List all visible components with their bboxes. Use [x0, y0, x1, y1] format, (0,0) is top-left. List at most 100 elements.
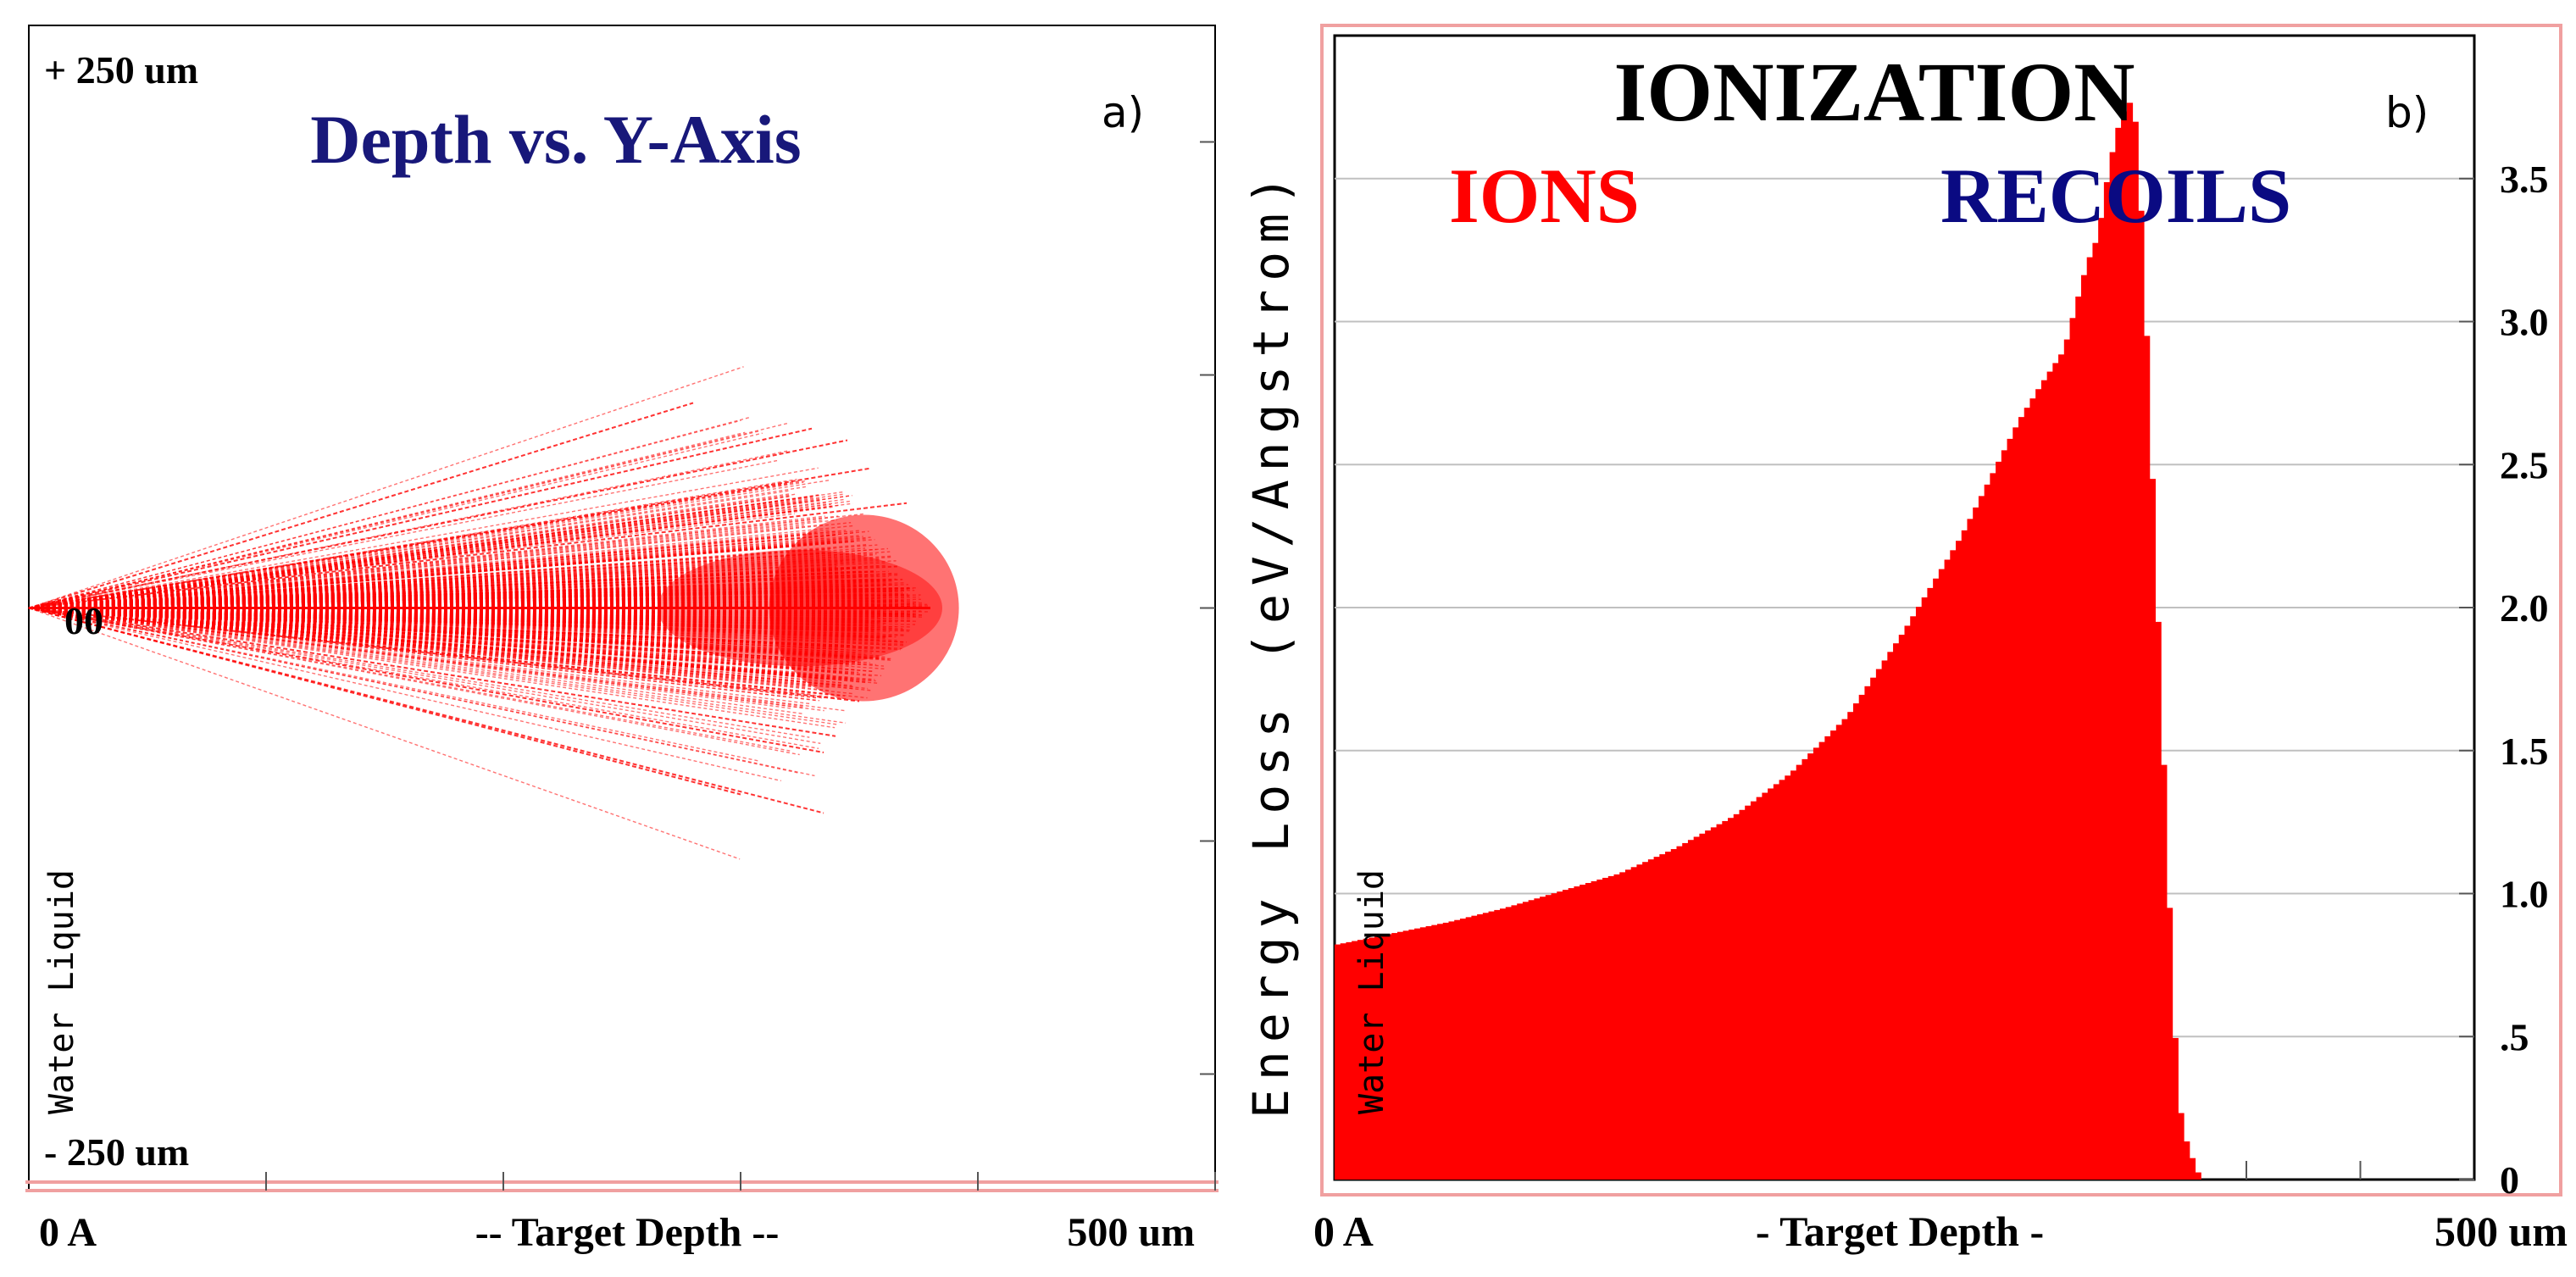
area-bar [1733, 813, 1740, 1180]
area-bar [2098, 218, 2105, 1180]
panel-a-title: Depth vs. Y-Axis [310, 101, 801, 178]
ion-track [28, 486, 808, 609]
ion-track [28, 607, 831, 680]
ion-track [28, 529, 830, 609]
ion-track [28, 607, 852, 666]
area-bar [1864, 686, 1871, 1180]
ion-track-outlier-8 [28, 607, 741, 796]
area-bar [1653, 857, 1660, 1180]
ion-track [28, 552, 832, 609]
panel-a-ticks [265, 141, 1216, 1191]
area-bar [1938, 569, 1946, 1180]
area-bar [1517, 903, 1524, 1180]
area-bar [1858, 694, 1866, 1180]
target-label-b: Water Liquid [1352, 869, 1391, 1114]
x-center-label-a: -- Target Depth -- [475, 1210, 780, 1255]
y-tick-label-2: 1.0 [2500, 873, 2549, 916]
area-bar [1887, 652, 1894, 1180]
area-bar [2035, 389, 2042, 1180]
area-bar [1824, 736, 1831, 1180]
ion-track [28, 432, 763, 609]
ion-track [28, 366, 744, 609]
panel-b: 0 .5 1.0 1.5 2.0 2.5 3.0 3.5 IONIZATION IONS RE… [1242, 24, 2568, 1255]
ion-track [28, 607, 872, 619]
area-bar [1950, 550, 1957, 1180]
area-bar [2143, 336, 2151, 1180]
area-bar [1813, 747, 1820, 1180]
area-bar [1728, 818, 1735, 1180]
ion-track [28, 607, 819, 670]
ion-tracks [28, 366, 959, 860]
ion-track [28, 515, 839, 609]
area-bar [2121, 111, 2128, 1180]
ion-track [28, 579, 844, 609]
area-bar [2092, 242, 2099, 1180]
area-bar [2086, 257, 2094, 1180]
ion-track [28, 607, 847, 724]
area-bar [1893, 643, 1900, 1180]
area-bar [1807, 753, 1814, 1180]
area-bar [1927, 587, 1934, 1180]
ion-track [28, 419, 741, 609]
ion-track [28, 607, 904, 647]
area-bar [1881, 660, 1888, 1180]
ion-track [28, 602, 914, 609]
area-bar [1841, 719, 1848, 1180]
area-bar [2080, 275, 2088, 1180]
area-bar [1368, 937, 1375, 1180]
ion-track [28, 593, 908, 609]
area-bar [1465, 917, 1472, 1180]
area-bar [1790, 770, 1797, 1180]
area-bar [1818, 741, 1825, 1180]
area-bar [1534, 898, 1541, 1180]
area-bar [1785, 775, 1791, 1180]
legend-recoils: RECOILS [1940, 153, 2291, 239]
area-bar [1374, 936, 1381, 1180]
ion-track [28, 607, 913, 622]
area-bar [1352, 941, 1358, 1180]
ion-track [28, 519, 838, 609]
y-top-label: + 250 um [44, 48, 198, 92]
area-bar [1545, 895, 1552, 1180]
ion-track [28, 607, 870, 612]
ion-track [28, 607, 830, 691]
area-bar [1773, 784, 1780, 1180]
area-bar [2189, 1158, 2196, 1180]
y-tick-label-5: 2.5 [2500, 443, 2549, 486]
ion-track [28, 607, 840, 649]
area-bar [1693, 836, 1700, 1180]
area-bar [2024, 408, 2031, 1180]
y-tick-label-1: .5 [2500, 1015, 2529, 1058]
area-bar [1682, 842, 1689, 1180]
area-bar [2103, 181, 2111, 1180]
area-bar [1665, 852, 1672, 1180]
area-bar [1340, 943, 1347, 1180]
area-bar [2046, 371, 2053, 1180]
area-bar [1335, 944, 1341, 1180]
panel-a: + 250 um - 250 um 00 Depth vs. Y-Axis a)… [25, 25, 1219, 1255]
area-bar [2018, 417, 2025, 1180]
ion-track [28, 607, 741, 860]
area-bar [1425, 925, 1432, 1180]
area-bar [1870, 677, 1877, 1180]
x-center-label-b: - Target Depth - [1756, 1208, 2044, 1255]
area-bar [1528, 900, 1535, 1180]
area-bar [1591, 880, 1597, 1180]
ion-track [28, 607, 906, 636]
area-bar [2063, 339, 2071, 1180]
ion-track [28, 501, 789, 609]
ion-track [28, 513, 795, 609]
ion-track [28, 478, 797, 609]
area-bar [1363, 938, 1369, 1180]
y-tick-label-3: 1.5 [2500, 730, 2549, 773]
panel-a-label: a) [1102, 88, 1144, 137]
area-bar [1396, 931, 1404, 1180]
ion-track [28, 607, 835, 655]
y-bottom-label: - 250 um [44, 1130, 189, 1174]
area-bar [1459, 919, 1467, 1180]
ion-track [28, 607, 812, 687]
area-bar [1705, 830, 1712, 1180]
area-bar [1477, 913, 1484, 1180]
area-bar [1915, 607, 1923, 1180]
